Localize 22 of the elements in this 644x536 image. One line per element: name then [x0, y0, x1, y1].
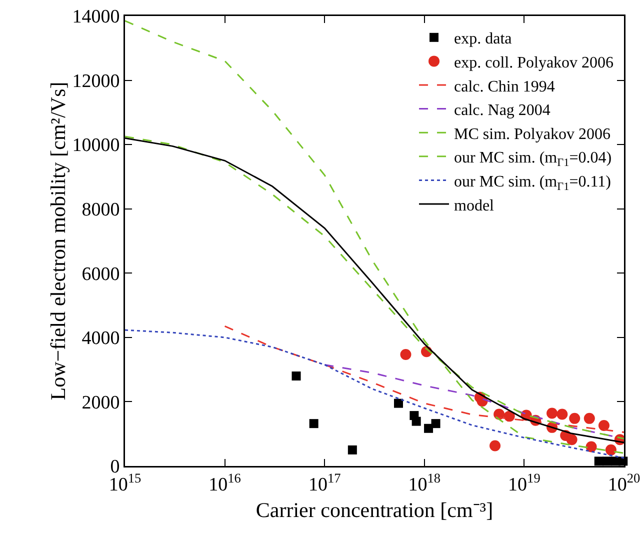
legend-label: our MC sim. (m$_{Γ1}$=0.11) — [454, 173, 611, 193]
y-tick-label: 4000 — [82, 328, 120, 350]
legend-label: model — [454, 197, 495, 214]
y-tick-label: 10000 — [72, 135, 120, 156]
legend-label: our MC sim. (m$_{Γ1}$=0.04) — [454, 150, 612, 169]
legend-label: exp. coll. Polyakov 2006 — [454, 54, 614, 72]
x-axis-title: Carrier concentration [cm⁻³] — [256, 498, 494, 522]
legend-label: calc. Nag 2004 — [454, 102, 550, 120]
legend-label: exp. data — [454, 30, 512, 48]
x-tick-label: 10$^{17}$ — [308, 470, 342, 496]
y-tick-label: 6000 — [82, 264, 120, 285]
y-tick-label: 14000 — [72, 6, 120, 28]
x-tick-label: 10$^{18}$ — [408, 470, 441, 496]
y-tick-label: 2000 — [82, 392, 120, 414]
x-tick-label: 10$^{16}$ — [208, 470, 242, 496]
x-tick-label: 10$^{19}$ — [508, 470, 541, 496]
y-tick-label: 8000 — [82, 200, 120, 221]
legend-label: MC sim. Polyakov 2006 — [454, 126, 610, 143]
y-axis-title: Low−field electron mobility [cm²/Vs] — [46, 82, 70, 400]
legend-label: calc. Chin 1994 — [454, 78, 555, 96]
x-tick-label: 10$^{20}$ — [608, 470, 640, 496]
y-tick-label: 12000 — [72, 70, 120, 92]
